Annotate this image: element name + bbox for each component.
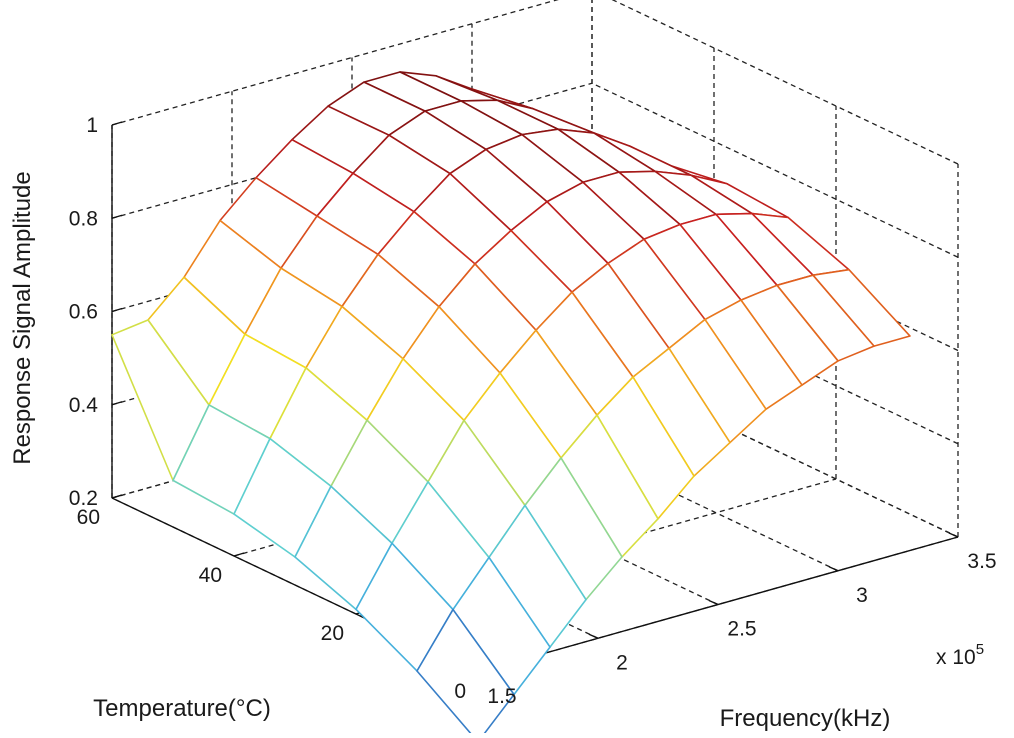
x-tick-label: 1.5 <box>487 685 516 708</box>
x-tick-label: 2 <box>616 651 628 674</box>
grid-line-right-wall <box>611 0 959 165</box>
z-tick-label: 1 <box>86 114 98 137</box>
grid-line-back-wall <box>111 0 559 126</box>
y-tick-label: 0 <box>454 680 466 703</box>
x-tick-label: 3 <box>856 584 868 607</box>
y-tick-label: 20 <box>321 622 344 645</box>
x-tick-mark <box>828 566 839 572</box>
tick-layer: 1.5 2 2.5 3 3.5 0 20 40 600.2 0.4 0.6 0.8 1 <box>69 114 997 708</box>
y-axis-title: Temperature(°C) <box>93 695 271 722</box>
x-tick-mark <box>588 633 599 639</box>
y-tick-label: 40 <box>199 564 222 587</box>
z-tick-label: 0.8 <box>69 207 98 230</box>
x-tick-mark <box>948 532 959 538</box>
x-tick-label: 3.5 <box>967 550 996 573</box>
z-tick-mark <box>111 494 123 499</box>
x-multiplier-label: x 105 <box>936 641 984 669</box>
grid-line-right-wall <box>591 82 959 258</box>
surface-layer <box>111 71 911 738</box>
z-tick-mark <box>111 121 123 126</box>
z-tick-mark <box>111 214 123 219</box>
x-tick-label: 2.5 <box>727 618 756 641</box>
x-multiplier-exponent: 5 <box>976 641 984 658</box>
y-tick-mark <box>233 552 245 557</box>
z-tick-label: 0.6 <box>69 301 98 324</box>
z-tick-label: 0.4 <box>69 394 99 417</box>
z-tick-mark <box>111 307 123 313</box>
surface-cell <box>416 608 515 738</box>
x-tick-mark <box>708 599 719 606</box>
y-tick-label: 60 <box>77 506 100 529</box>
z-tick-label: 0.2 <box>69 487 98 510</box>
z-axis-title: Response Signal Amplitude <box>9 171 36 465</box>
z-tick-mark <box>111 401 123 406</box>
x-axis-title: Frequency(kHz) <box>720 705 891 732</box>
x-multiplier-base: x 10 <box>936 646 976 669</box>
